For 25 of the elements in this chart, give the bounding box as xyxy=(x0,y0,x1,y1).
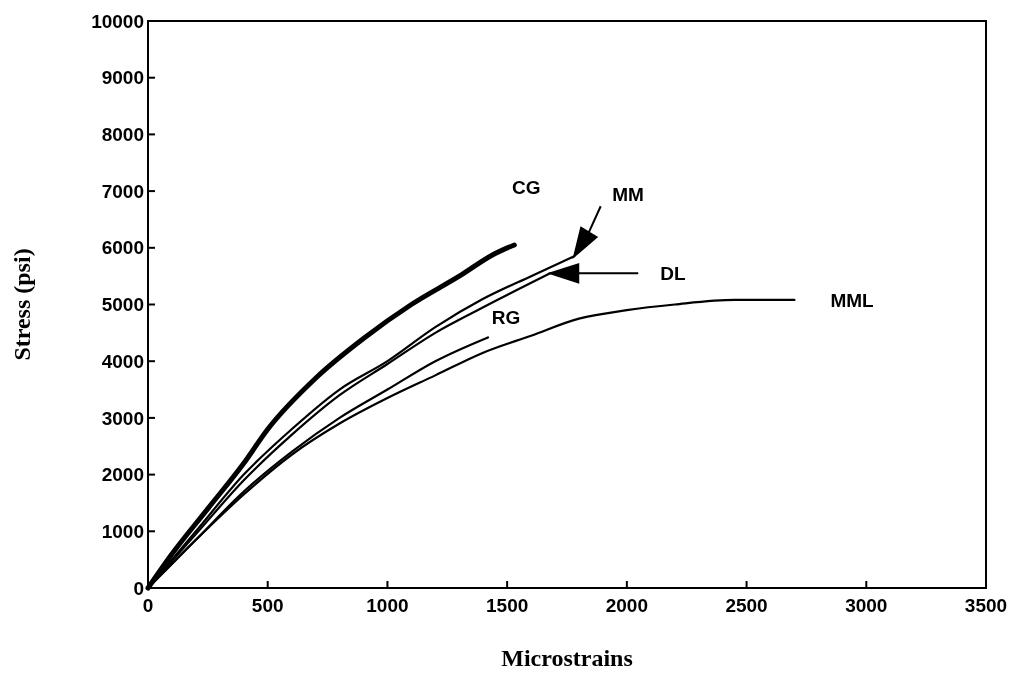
x-tick-label: 3000 xyxy=(845,595,888,616)
x-tick-label: 500 xyxy=(251,595,284,616)
x-tick-label: 3500 xyxy=(964,595,1008,616)
y-tick-label: 1000 xyxy=(101,520,144,542)
y-tick-label: 6000 xyxy=(101,237,144,259)
x-tick-label: 1500 xyxy=(486,595,529,616)
y-tick-label: 2000 xyxy=(101,464,144,486)
legend-label: DL xyxy=(660,262,686,284)
x-tick-label: 2000 xyxy=(605,595,648,616)
series-label: MML xyxy=(830,289,875,311)
y-tick-label: 10000 xyxy=(91,10,144,32)
y-tick-label: 4000 xyxy=(101,350,144,372)
series-label: RG xyxy=(491,307,521,329)
x-axis-title: Microstrains xyxy=(501,645,633,671)
y-axis-title: Stress (psi) xyxy=(9,248,35,361)
y-tick-label: 0 xyxy=(133,577,144,599)
y-tick-label: 5000 xyxy=(101,294,144,316)
x-tick-label: 1000 xyxy=(366,595,409,616)
x-tick-label: 2500 xyxy=(725,595,768,616)
text: CG xyxy=(512,176,541,198)
y-tick-label: 7000 xyxy=(101,180,144,202)
text: MM xyxy=(612,183,644,205)
y-tick-label: 3000 xyxy=(101,407,144,429)
y-tick-label: 9000 xyxy=(101,67,144,89)
y-tick-label: 8000 xyxy=(101,124,144,146)
